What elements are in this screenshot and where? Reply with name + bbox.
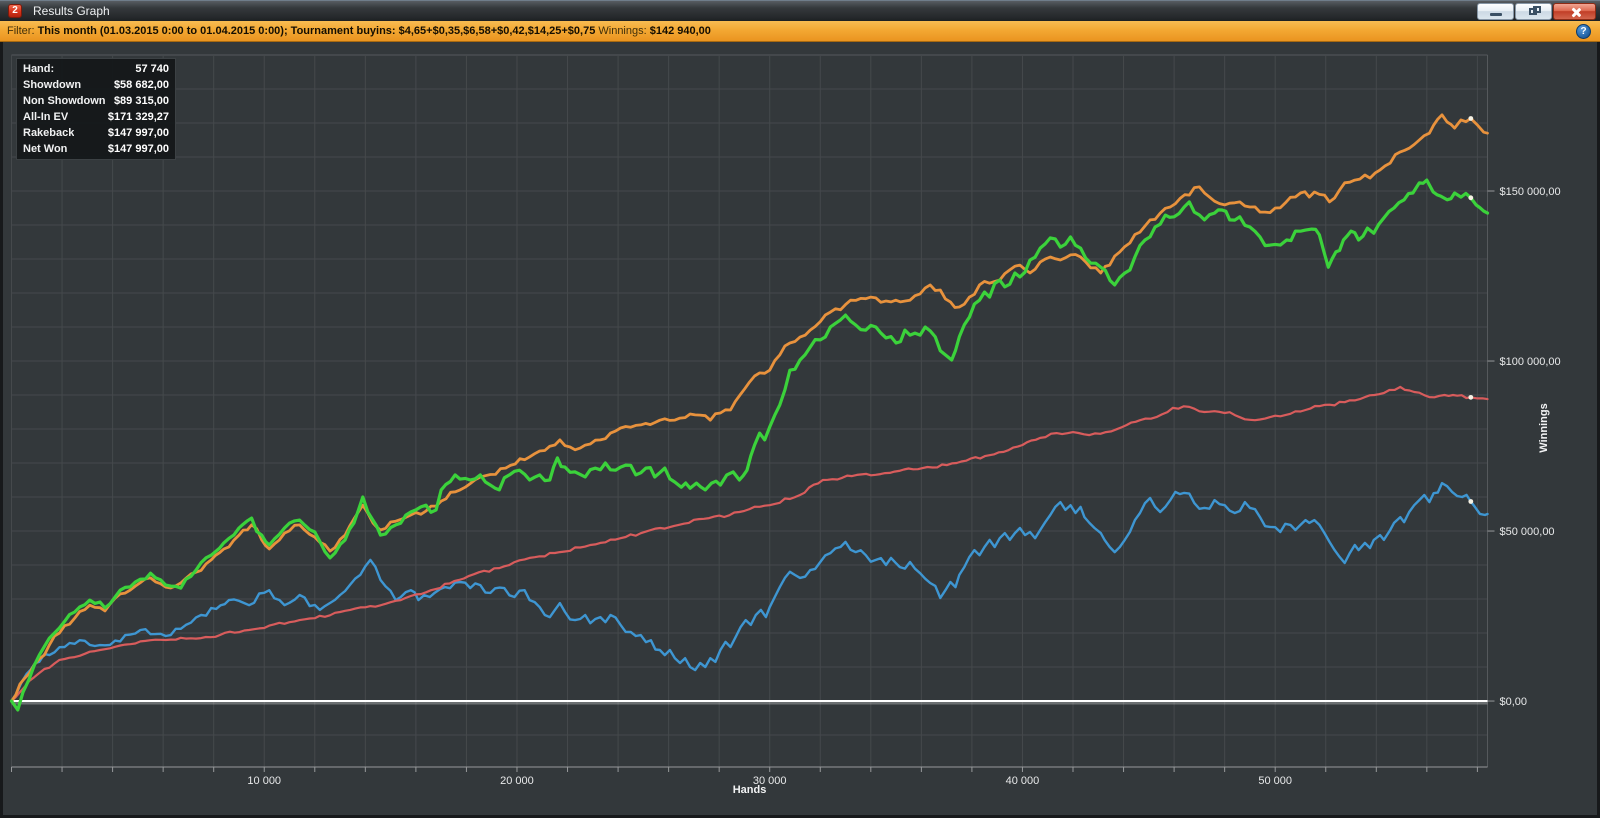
minimize-icon [1490,13,1502,16]
x-axis-title: Hands [733,784,767,796]
info-row-label: Hand: [23,63,55,75]
y-tick-label: $100 000,00 [1500,356,1561,368]
info-row: Rakeback $147 997,00 [17,125,175,141]
x-axis: 10 000 20 000 30 000 40 000 50 000 Hands [11,766,1488,796]
restore-icon [1529,6,1541,15]
minimize-button[interactable] [1477,3,1514,20]
winnings-value: $142 940,00 [649,25,711,37]
info-row: All-In EV $171 329,27 [17,109,175,125]
info-row-label: Non Showdown [23,95,106,107]
grid-lines [11,54,1488,767]
series-net-won-line [9,178,1490,712]
y-axis-title: Winnings [1538,403,1550,452]
info-row-value: 57 740 [135,63,169,75]
info-row-label: All-In EV [23,111,69,123]
restore-button[interactable] [1515,3,1552,20]
info-row-value: $147 997,00 [107,127,169,139]
x-tick-label: 40 000 [1006,775,1040,787]
series-showdown-line [10,481,1489,703]
cursor-dot-all-in-ev [1468,116,1474,121]
info-row: Net Won $147 997,00 [17,141,175,157]
info-row-label: Showdown [23,79,82,91]
info-row: Hand: 57 740 [17,61,175,77]
filter-bar: Filter: This month (01.03.2015 0:00 to 0… [0,21,1600,42]
filter-label: Filter: [7,25,35,37]
y-tick-label: $0,00 [1500,696,1528,708]
winnings-label: Winnings: [598,25,647,37]
y-axis: $0,00 $50 000,00 $100 000,00 $150 000,00 Win… [1487,186,1561,708]
filter-text: This month (01.03.2015 0:00 to 01.04.201… [37,25,596,37]
series-non-showdown-line [10,385,1489,703]
info-row-value: $147 997,00 [107,143,169,155]
title-bar[interactable]: 2 Results Graph [0,0,1600,21]
x-tick-label: 30 000 [753,775,787,787]
y-tick-label: $150 000,00 [1500,186,1561,198]
info-row: Showdown $58 682,00 [17,77,175,93]
x-tick-label: 10 000 [247,775,281,787]
series-all-in-ev-line [10,113,1489,703]
info-row-label: Net Won [23,143,68,155]
info-row: Non Showdown $89 315,00 [17,93,175,109]
help-icon[interactable]: ? [1576,24,1591,39]
y-tick-label: $50 000,00 [1500,526,1555,538]
x-tick-label: 20 000 [500,775,534,787]
cursor-dot-showdown [1468,499,1474,504]
results-graph-chart[interactable]: 10 000 20 000 30 000 40 000 50 000 Hands $0,00… [3,42,1597,815]
x-tick-label: 50 000 [1258,775,1292,787]
cursor-dot-net-won [1468,195,1474,201]
info-row-value: $171 329,27 [107,111,169,123]
cursor-dot-non-showdown [1468,394,1474,400]
close-icon [1570,7,1581,18]
window-title: Results Graph [33,4,110,18]
info-row-value: $58 682,00 [113,79,169,91]
hover-info-box: Hand: 57 740 Showdown $58 682,00 Non Sho… [16,58,176,160]
app-icon: 2 [8,4,22,18]
info-row-value: $89 315,00 [113,95,169,107]
chart-canvas[interactable]: 10 000 20 000 30 000 40 000 50 000 Hands $0,00… [0,42,1600,818]
info-row-label: Rakeback [23,127,75,139]
window-controls [1477,3,1596,20]
close-button[interactable] [1553,3,1596,20]
